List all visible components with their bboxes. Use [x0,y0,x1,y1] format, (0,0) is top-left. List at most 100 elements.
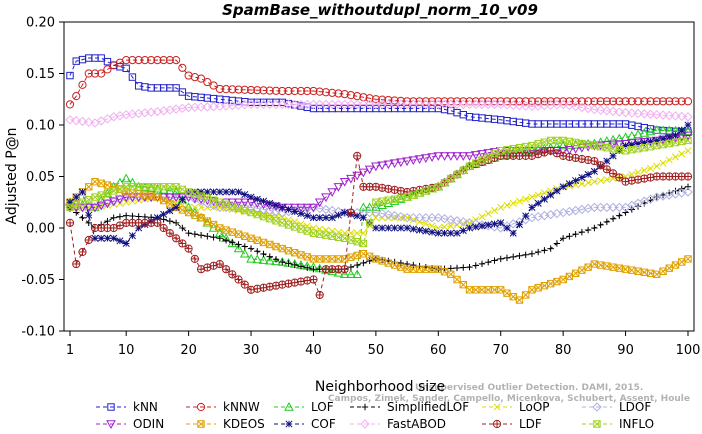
data-point [402,99,412,110]
data-point [346,99,356,110]
data-point [640,143,649,152]
data-point [91,234,99,242]
data-point [72,201,80,209]
data-point [172,56,181,65]
data-point [327,188,338,197]
data-point [509,144,517,153]
data-point [627,97,636,106]
data-point [235,241,242,248]
data-point [215,259,224,269]
data-point [190,73,199,82]
data-point [427,99,437,110]
data-point [439,152,450,161]
data-point [378,197,386,205]
data-point [303,86,312,96]
data-point [408,212,419,223]
data-point [165,193,175,203]
data-point [383,209,394,220]
data-point [439,99,450,110]
data-point [165,56,174,65]
data-point [409,225,417,233]
data-point [434,229,442,237]
data-point [658,110,668,120]
y-tick-label: 0.10 [26,119,55,134]
data-point [85,195,93,204]
data-point [427,153,437,162]
data-point [391,224,399,232]
data-point [103,189,112,197]
data-point [284,279,293,288]
data-point [614,107,625,117]
data-point [527,151,537,160]
data-point [434,183,443,191]
legend-marker [361,403,369,411]
data-point [241,206,249,215]
data-point [414,99,425,110]
data-point [522,251,529,258]
data-point [278,86,287,96]
data-point [314,203,325,214]
data-point [490,97,499,106]
data-point [384,95,393,105]
data-point [427,97,437,106]
data-point [233,243,244,253]
legend-item-ldof: LDOF [582,400,651,414]
data-point [297,251,305,259]
data-point [309,275,318,284]
plot-frame [63,21,695,332]
data-point [290,278,299,287]
data-point [371,202,381,212]
data-point [628,146,636,154]
data-point [271,281,281,290]
data-point [608,106,618,117]
legend-marker [197,420,205,428]
data-point [434,97,443,106]
data-point [640,166,648,174]
data-point [216,224,224,232]
data-point [453,229,461,237]
legend-label: FastABOD [387,417,446,431]
data-point [671,153,680,161]
data-point [684,255,692,263]
data-point [122,239,130,248]
data-point [540,97,549,106]
data-point [346,91,356,100]
data-point [683,172,693,181]
watermark-line-2: Campos, Zimek, Sander, Campello, Micenko… [328,394,690,404]
data-point [310,266,317,273]
data-point [514,100,525,111]
data-point [291,249,299,257]
data-point [522,195,530,203]
data-point [515,221,524,229]
data-point [228,85,237,94]
legend-label: kNNW [223,400,260,414]
data-point [603,176,611,184]
data-point [203,188,211,196]
data-point [528,193,536,201]
data-point [659,267,667,275]
data-point [246,99,256,110]
legend-label: kNN [133,400,158,414]
data-point [153,56,162,65]
data-point [433,212,444,223]
data-point [122,56,131,65]
data-point [234,188,243,196]
legend-label: LDOF [619,400,651,414]
data-point [304,264,311,271]
data-point [259,197,268,205]
data-point [415,189,424,197]
data-point [565,272,574,281]
data-point [621,177,630,186]
data-point [552,97,562,106]
data-point [664,110,674,121]
data-point [278,219,286,227]
data-point [116,185,124,193]
data-point [203,263,212,272]
data-point [521,142,530,151]
data-point [314,99,325,110]
data-point [633,97,643,106]
data-point [246,285,256,294]
legend-marker [593,420,601,428]
data-point [664,125,675,135]
data-point [121,193,132,203]
